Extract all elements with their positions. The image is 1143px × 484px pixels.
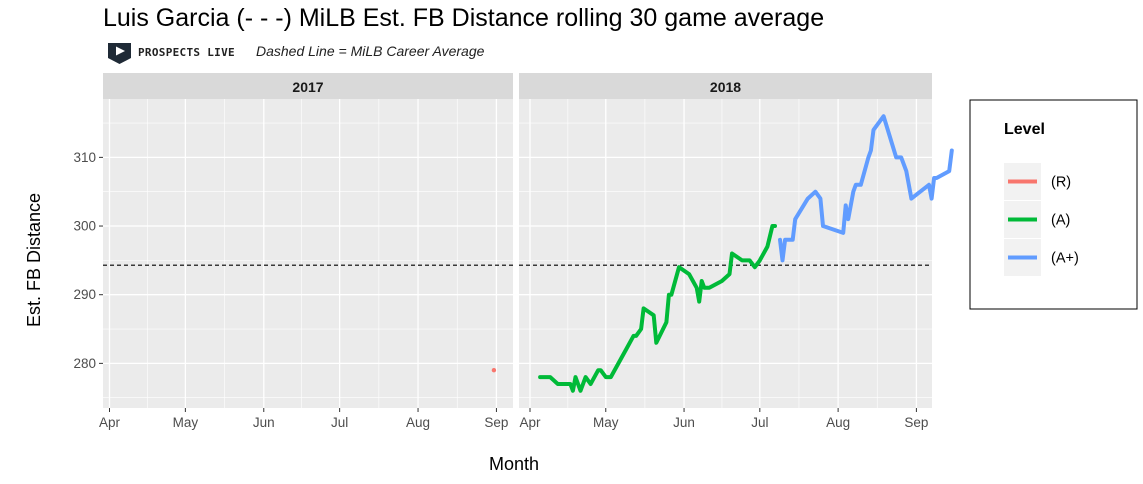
x-tick-label: Apr <box>99 415 121 430</box>
y-tick-label: 300 <box>73 219 96 234</box>
x-tick-label: Aug <box>826 415 850 430</box>
legend-box <box>969 99 1138 310</box>
legend-label: (R) <box>1051 175 1071 191</box>
x-tick-label: Jul <box>331 415 348 430</box>
x-tick-label: Aug <box>406 415 430 430</box>
x-tick-label: Jul <box>751 415 768 430</box>
panel-2018-background <box>519 99 932 408</box>
y-tick-label: 310 <box>73 150 96 165</box>
axis-layer: 280 290 300 310 Apr May Jun Jul Aug Sep Apr May Jun J… <box>73 150 928 430</box>
grid-layer <box>103 99 932 408</box>
x-tick-label: Sep <box>484 415 508 430</box>
x-tick-label: Apr <box>519 415 541 430</box>
y-tick-label: 290 <box>73 287 96 302</box>
x-tick-label: Jun <box>673 415 695 430</box>
logo-text: PROSPECTS LIVE <box>138 46 235 59</box>
strip-label-2018: 2018 <box>710 79 741 95</box>
legend-title: Level <box>1004 121 1045 138</box>
x-tick-label: May <box>593 415 619 430</box>
x-tick-label: May <box>173 415 199 430</box>
y-axis-title: Est. FB Distance <box>24 193 44 327</box>
x-tick-label: Jun <box>253 415 275 430</box>
strip-2018 <box>519 73 932 99</box>
panel-2017-background <box>103 99 513 408</box>
legend: Level (R) (A) (A+) <box>969 99 1138 310</box>
legend-label: (A) <box>1051 213 1070 229</box>
legend-items: (R) (A) (A+) <box>1004 163 1079 276</box>
legend-label: (A+) <box>1051 251 1079 267</box>
strip-2017 <box>103 73 513 99</box>
y-tick-label: 280 <box>73 356 96 371</box>
series-line-a <box>538 224 777 393</box>
series-line-a-plus <box>778 114 954 263</box>
play-triangle-icon <box>116 46 125 56</box>
chart-title: Luis Garcia (- - -) MiLB Est. FB Distanc… <box>103 4 824 32</box>
strip-label-2017: 2017 <box>292 79 323 95</box>
prospects-live-logo: PROSPECTS LIVE <box>108 43 235 64</box>
data-layer <box>491 114 954 393</box>
data-point-r <box>491 368 497 373</box>
career-average-note: Dashed Line = MiLB Career Average <box>256 43 485 59</box>
x-axis-title: Month <box>489 454 539 474</box>
x-tick-label: Sep <box>904 415 928 430</box>
